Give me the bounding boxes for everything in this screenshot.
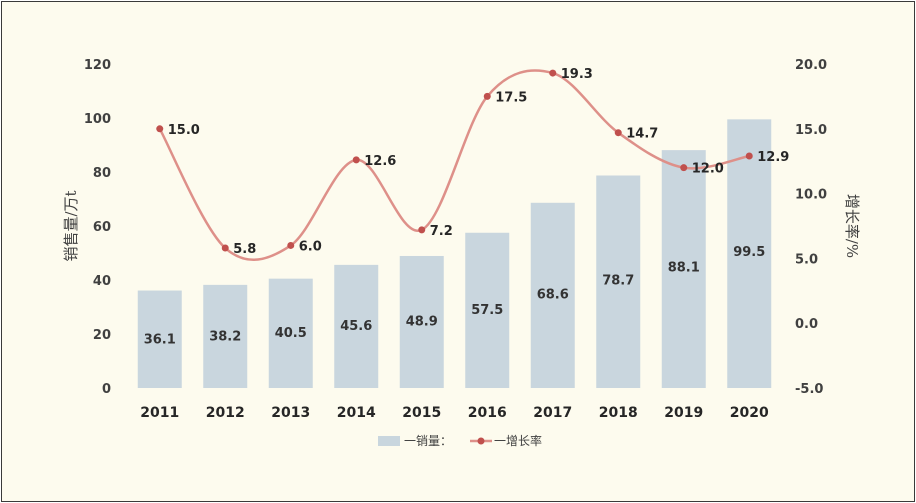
legend-line-label: 一增长率 — [494, 433, 542, 448]
x-tick-2012: 2012 — [206, 405, 245, 421]
x-tick-2020: 2020 — [730, 405, 769, 421]
point-label-2014: 12.6 — [364, 154, 396, 169]
x-tick-2019: 2019 — [664, 405, 703, 421]
bar-label-2017: 68.6 — [537, 288, 569, 303]
x-tick-2018: 2018 — [599, 405, 638, 421]
bar-2012 — [203, 284, 248, 388]
point-2017 — [549, 69, 557, 77]
legend-line-marker — [477, 437, 485, 445]
point-label-2015: 7.2 — [430, 224, 453, 239]
y2-tick-0.0: 0.0 — [795, 317, 818, 332]
y2-axis-ticks: -5.0 0.0 5.0 10.0 15.0 20.0 — [795, 58, 827, 397]
point-label-2020: 12.9 — [757, 150, 789, 165]
bar-2015 — [399, 255, 444, 388]
bar-2011 — [137, 290, 182, 388]
point-label-2013: 6.0 — [299, 239, 322, 254]
point-label-2016: 17.5 — [495, 90, 527, 105]
y2-tick-5.0: 5.0 — [795, 252, 818, 267]
y2-tick--5.0: -5.0 — [795, 382, 823, 397]
y-tick-20: 20 — [93, 328, 111, 343]
bar-label-2020: 99.5 — [733, 245, 765, 260]
y-tick-100: 100 — [84, 112, 111, 127]
point-2016 — [483, 92, 491, 100]
y2-tick-15.0: 15.0 — [795, 123, 827, 138]
y-tick-120: 120 — [84, 58, 111, 73]
bar-label-2012: 38.2 — [209, 329, 241, 344]
point-2019 — [680, 164, 688, 172]
x-tick-2015: 2015 — [402, 405, 441, 421]
legend: 一销量： 一增长率 — [378, 433, 542, 448]
bar-2016 — [465, 232, 510, 388]
bars-layer — [137, 119, 772, 388]
point-label-2011: 15.0 — [168, 123, 200, 138]
bar-label-2011: 36.1 — [144, 332, 176, 347]
growth-rate-line — [158, 69, 750, 262]
y-axis-ticks: 0 20 40 60 80 100 120 — [84, 58, 111, 397]
markers-layer — [156, 69, 753, 252]
y-tick-0: 0 — [102, 382, 111, 397]
bar-2020 — [727, 119, 772, 388]
bar-label-2016: 57.5 — [471, 303, 503, 318]
point-2014 — [352, 156, 360, 164]
x-tick-2013: 2013 — [271, 405, 310, 421]
y2-tick-10.0: 10.0 — [795, 188, 827, 203]
x-tick-2011: 2011 — [140, 405, 179, 421]
x-tick-2014: 2014 — [337, 405, 376, 421]
bar-2017 — [530, 202, 575, 388]
point-label-2017: 19.3 — [561, 67, 593, 82]
point-label-2012: 5.8 — [233, 242, 256, 257]
bar-labels-layer: 36.1 38.2 40.5 45.6 48.9 57.5 68.6 78.7 88.1 99.5 — [144, 245, 766, 347]
point-2013 — [287, 241, 295, 249]
point-label-2018: 14.7 — [626, 127, 658, 142]
point-labels-layer: 15.0 5.8 6.0 12.6 7.2 17.5 19.3 14.7 12.0 12.9 — [168, 67, 790, 257]
bar-2014 — [334, 264, 379, 388]
bar-2018 — [596, 175, 641, 388]
y-tick-80: 80 — [93, 166, 111, 181]
bar-label-2018: 78.7 — [602, 274, 634, 289]
point-2015 — [418, 226, 426, 234]
point-label-2019: 12.0 — [692, 162, 724, 177]
bar-2019 — [661, 150, 706, 388]
y2-tick-20.0: 20.0 — [795, 58, 827, 73]
point-2012 — [221, 244, 229, 252]
y-tick-40: 40 — [93, 274, 111, 289]
point-2018 — [614, 129, 622, 137]
bar-2013 — [268, 278, 313, 388]
legend-bar-label: 一销量： — [404, 434, 452, 448]
y-tick-60: 60 — [93, 220, 111, 235]
x-tick-2016: 2016 — [468, 405, 507, 421]
legend-bar-swatch — [378, 436, 400, 446]
y2-axis-title: 增长率/% — [843, 194, 861, 258]
bar-label-2015: 48.9 — [406, 315, 438, 330]
bar-label-2014: 45.6 — [340, 319, 372, 334]
y-axis-title: 销售量/万t — [62, 190, 80, 261]
x-axis-ticks: 2011 2012 2013 2014 2015 2016 2017 2018 2019 2020 — [140, 405, 769, 421]
point-2020 — [745, 152, 753, 160]
bar-label-2013: 40.5 — [275, 326, 307, 341]
x-tick-2017: 2017 — [533, 405, 572, 421]
bar-label-2019: 88.1 — [668, 261, 700, 276]
point-2011 — [156, 125, 164, 133]
